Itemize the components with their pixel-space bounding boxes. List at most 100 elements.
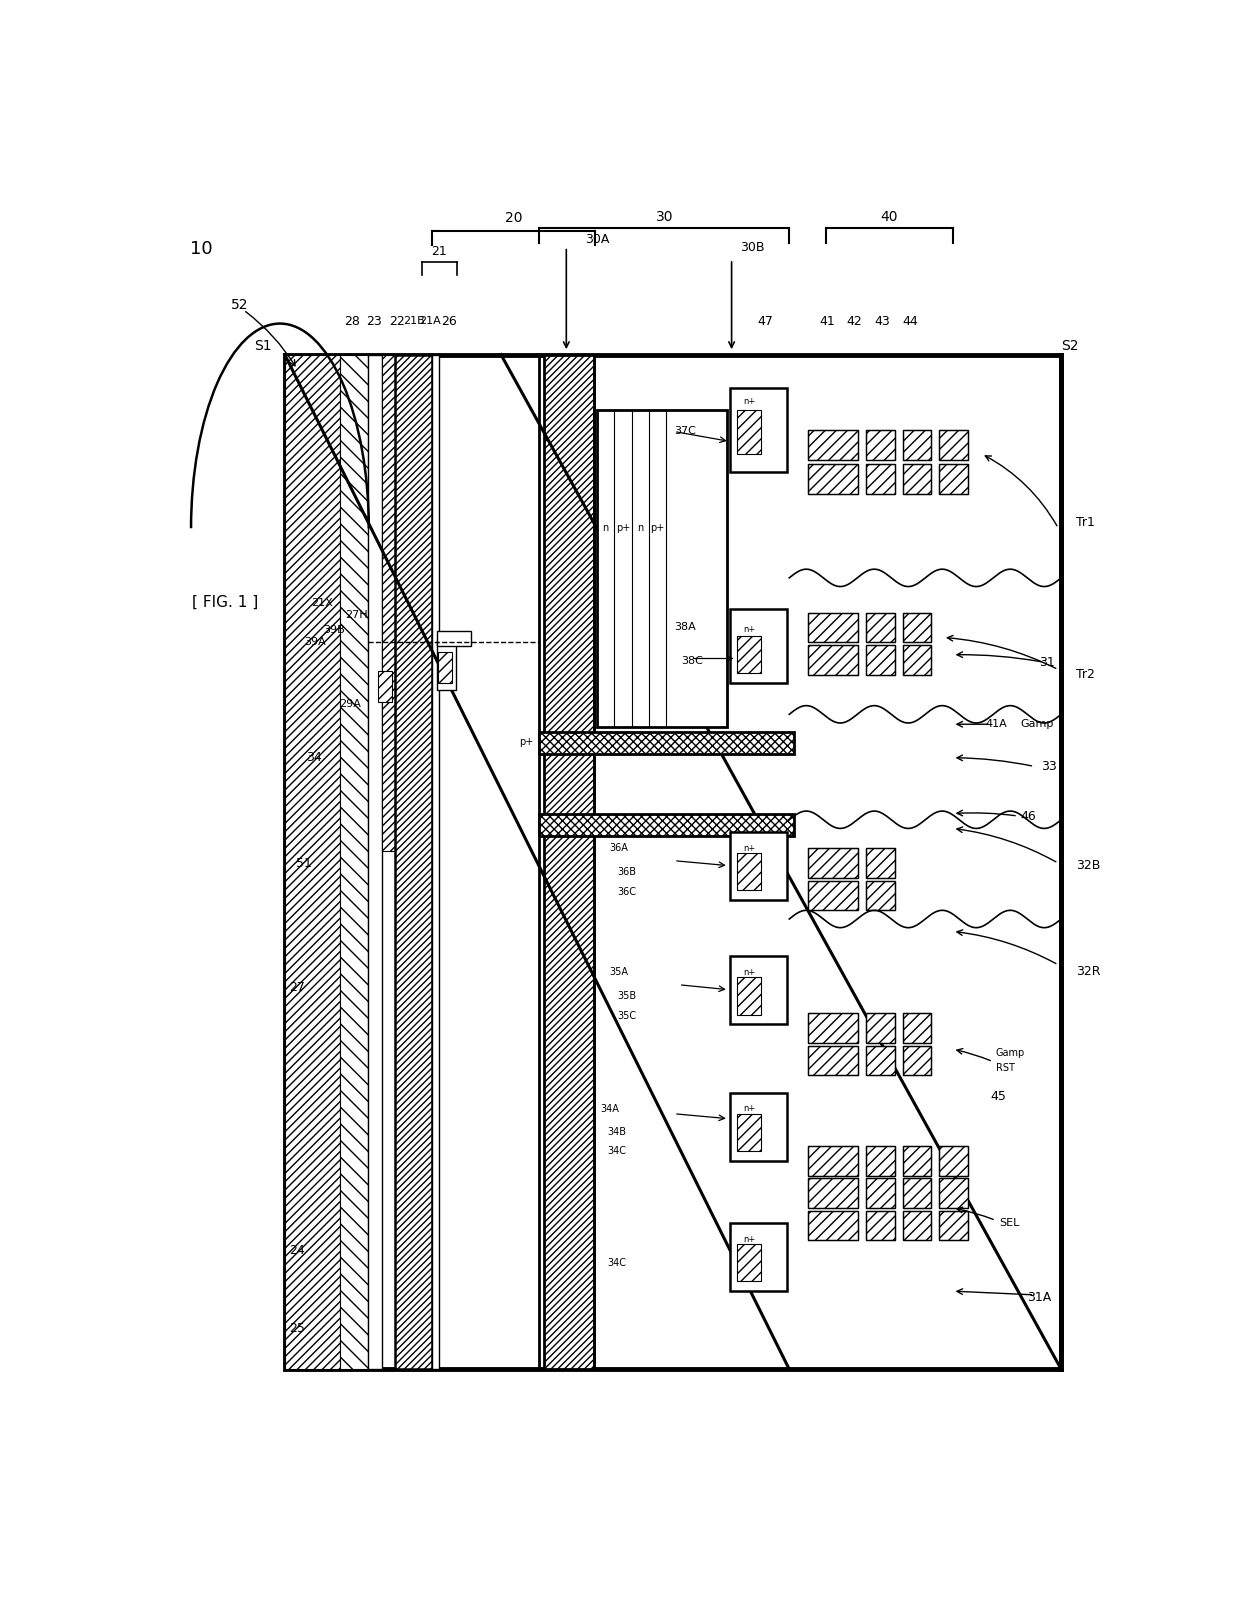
- Bar: [903, 1013, 931, 1042]
- Bar: [808, 612, 858, 643]
- Bar: [903, 644, 931, 675]
- Bar: [866, 1210, 895, 1240]
- Bar: [808, 1178, 858, 1208]
- Text: 38C: 38C: [682, 656, 703, 665]
- Bar: [285, 354, 1061, 1369]
- Bar: [808, 1178, 858, 1208]
- Bar: [866, 1013, 895, 1042]
- Text: 23: 23: [366, 314, 382, 327]
- Bar: [808, 881, 858, 910]
- Bar: [729, 957, 787, 1025]
- Text: 37C: 37C: [675, 427, 696, 437]
- Bar: [903, 1210, 931, 1240]
- Bar: [808, 881, 858, 910]
- Text: 34C: 34C: [608, 1145, 626, 1157]
- Text: 30B: 30B: [740, 242, 765, 255]
- Bar: [808, 430, 858, 461]
- Bar: [939, 1210, 968, 1240]
- Bar: [903, 1210, 931, 1240]
- Bar: [903, 644, 931, 675]
- Bar: [378, 670, 392, 702]
- Bar: [866, 1178, 895, 1208]
- Text: 35B: 35B: [618, 991, 636, 1000]
- Bar: [866, 644, 895, 675]
- Bar: [340, 354, 368, 1369]
- Bar: [432, 354, 439, 1369]
- Text: n+: n+: [743, 625, 755, 635]
- Bar: [903, 1013, 931, 1042]
- Text: 46: 46: [1019, 810, 1035, 823]
- Bar: [903, 612, 931, 643]
- Bar: [903, 1145, 931, 1176]
- Bar: [903, 1178, 931, 1208]
- Text: 30: 30: [656, 209, 673, 224]
- Bar: [903, 1178, 931, 1208]
- Bar: [544, 354, 594, 1369]
- Text: n: n: [603, 524, 609, 533]
- Bar: [436, 640, 456, 690]
- Bar: [808, 644, 858, 675]
- Text: 43: 43: [874, 314, 890, 327]
- Text: 34: 34: [306, 751, 321, 764]
- Bar: [729, 388, 787, 472]
- Bar: [939, 1145, 968, 1176]
- Text: 35A: 35A: [610, 967, 629, 978]
- Bar: [738, 411, 761, 454]
- Bar: [808, 1013, 858, 1042]
- Bar: [866, 1013, 895, 1042]
- Bar: [866, 430, 895, 461]
- Text: 34A: 34A: [600, 1104, 619, 1113]
- Text: 20: 20: [505, 211, 522, 226]
- Text: p+: p+: [616, 524, 630, 533]
- Bar: [866, 1145, 895, 1176]
- Text: 41: 41: [820, 314, 836, 327]
- Bar: [866, 1046, 895, 1075]
- Bar: [866, 1178, 895, 1208]
- Text: n+: n+: [743, 844, 755, 852]
- Text: 34B: 34B: [608, 1128, 626, 1137]
- Text: 39B: 39B: [324, 625, 345, 635]
- Bar: [396, 354, 432, 1369]
- Text: 32R: 32R: [1075, 965, 1100, 978]
- Bar: [939, 1210, 968, 1240]
- Text: n+: n+: [743, 1234, 755, 1244]
- Text: p+: p+: [651, 524, 665, 533]
- Text: 22: 22: [389, 314, 405, 327]
- Bar: [368, 354, 382, 1369]
- Bar: [738, 854, 761, 891]
- Text: 32B: 32B: [1075, 859, 1100, 872]
- Bar: [729, 833, 787, 901]
- Bar: [903, 464, 931, 493]
- Bar: [903, 430, 931, 461]
- Text: 45: 45: [991, 1091, 1007, 1104]
- Bar: [808, 464, 858, 493]
- Bar: [738, 1113, 761, 1150]
- Bar: [436, 632, 471, 646]
- Text: Tr1: Tr1: [1075, 516, 1095, 528]
- Bar: [903, 612, 931, 643]
- Bar: [808, 849, 858, 878]
- Text: 21B: 21B: [403, 316, 425, 325]
- Text: 42: 42: [847, 314, 863, 327]
- Bar: [808, 430, 858, 461]
- Text: 26: 26: [441, 314, 458, 327]
- Bar: [808, 1046, 858, 1075]
- Text: [ FIG. 1 ]: [ FIG. 1 ]: [191, 594, 258, 611]
- Bar: [939, 430, 968, 461]
- Bar: [808, 1210, 858, 1240]
- Text: n: n: [637, 524, 644, 533]
- Bar: [903, 464, 931, 493]
- Text: n+: n+: [743, 398, 755, 406]
- Bar: [939, 1178, 968, 1208]
- Text: 44: 44: [903, 314, 919, 327]
- Bar: [903, 430, 931, 461]
- Bar: [866, 881, 895, 910]
- Bar: [439, 652, 451, 683]
- Text: 10: 10: [190, 240, 212, 258]
- Text: 27H: 27H: [345, 611, 368, 620]
- Bar: [808, 1013, 858, 1042]
- Text: n+: n+: [743, 968, 755, 976]
- Bar: [866, 1145, 895, 1176]
- Bar: [729, 1223, 787, 1290]
- Bar: [866, 1210, 895, 1240]
